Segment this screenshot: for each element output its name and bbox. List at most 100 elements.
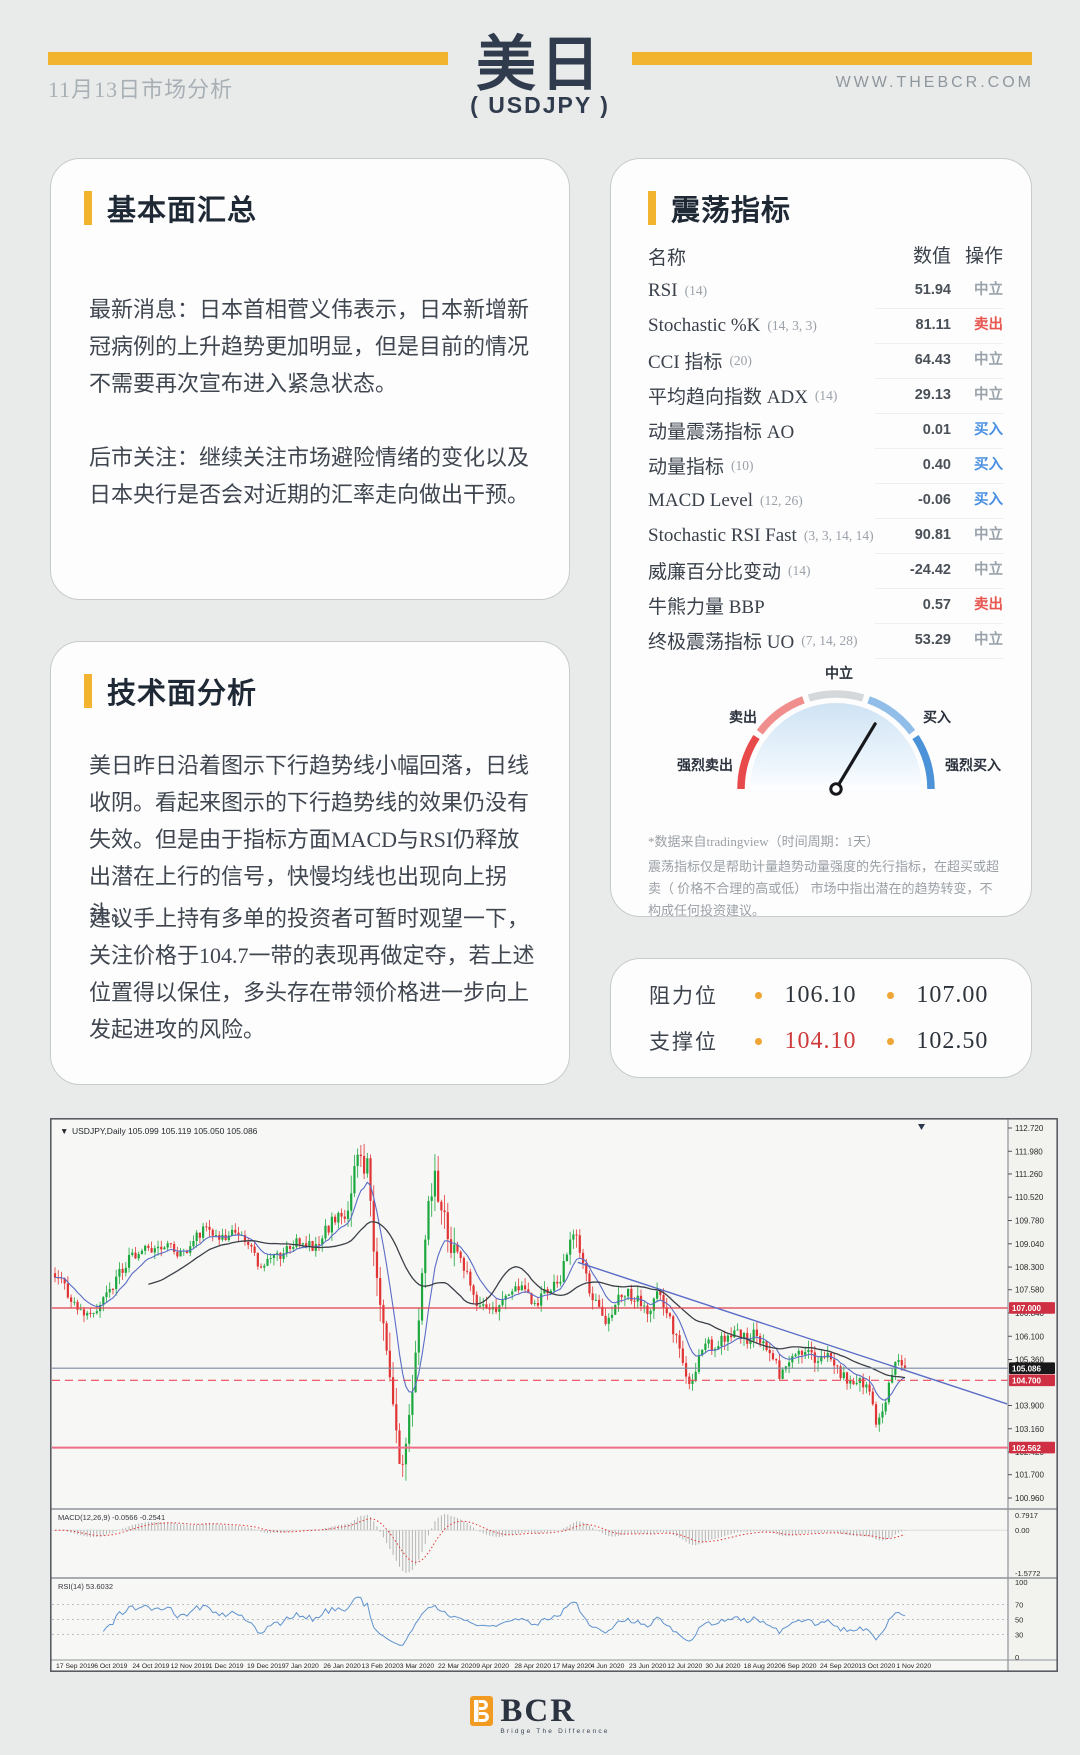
- heading-accent-bar: [84, 674, 92, 708]
- indicator-table: 名称 数值 操作 RSI (14) 51.94 中立 Stochastic %K (14, 3,…: [648, 239, 1003, 659]
- candle-body: [678, 1335, 681, 1349]
- indicator-row: 终极震荡指标 UO (7, 14, 28) 53.29 中立: [648, 623, 1003, 659]
- technical-analysis-card: 技术面分析 美日昨日沿着图示下行趋势线小幅回落，日线收阴。看起来图示的下行趋势线…: [50, 641, 570, 1085]
- candle-body: [862, 1378, 865, 1388]
- candle-body: [697, 1355, 701, 1372]
- candle-body: [369, 1158, 372, 1201]
- indicator-params: (14, 3, 3): [767, 317, 817, 333]
- candle-body: [655, 1291, 659, 1299]
- candle-body: [391, 1377, 395, 1405]
- candle-body: [710, 1339, 713, 1351]
- axis-tick-label: 108.300: [1015, 1263, 1044, 1272]
- candle-body: [382, 1304, 385, 1324]
- gauge-segment: [756, 696, 805, 735]
- indicator-row: 牛熊力量 BBP 0.57 卖出: [648, 588, 1003, 624]
- candle-body: [292, 1247, 295, 1249]
- axis-tick-label: 105.360: [1015, 1356, 1044, 1365]
- candle-body: [594, 1299, 598, 1301]
- axis-tick-label: 101.700: [1015, 1471, 1044, 1480]
- candle-body: [488, 1308, 491, 1310]
- candle-body: [672, 1316, 675, 1335]
- candle-body: [749, 1340, 752, 1344]
- candle-body: [723, 1335, 726, 1342]
- candle-body: [839, 1366, 842, 1379]
- axis-tick-label: 111.980: [1015, 1147, 1043, 1156]
- website-link[interactable]: WWW.THEBCR.COM: [835, 74, 1034, 91]
- candle-body: [842, 1372, 845, 1379]
- indicator-action: 中立: [951, 623, 1003, 659]
- levels-card: 阻力位 106.10 107.00 支撑位 104.10 102.50: [610, 958, 1032, 1078]
- candle-body: [237, 1232, 240, 1236]
- candle-body: [604, 1315, 607, 1324]
- date-label: 19 Dec 2019: [247, 1663, 286, 1670]
- candle-body: [247, 1241, 250, 1245]
- candle-body: [198, 1232, 201, 1238]
- candle-body: [813, 1352, 816, 1363]
- date-label: 1 Dec 2019: [209, 1663, 244, 1670]
- indicator-params: (20): [729, 352, 752, 368]
- candle-body: [404, 1443, 408, 1465]
- axis-tick-label: 106.100: [1015, 1332, 1044, 1341]
- candle-body: [804, 1352, 807, 1355]
- candle-body: [340, 1212, 343, 1217]
- axis-tick-label: 103.160: [1015, 1425, 1044, 1434]
- gauge-dome: [750, 703, 922, 789]
- candle-body: [259, 1266, 263, 1268]
- candle-body: [820, 1356, 823, 1362]
- candle-body: [755, 1329, 758, 1337]
- indicator-params: (14): [788, 562, 811, 578]
- technical-heading: 技术面分析: [107, 678, 258, 710]
- indicator-table-header: 名称 数值 操作: [648, 246, 1003, 269]
- gauge-dial: [737, 690, 935, 796]
- candlestick-chart[interactable]: 112.720 111.980 111.260 110.520 109.780 109.0…: [50, 1118, 1059, 1673]
- candle-body: [121, 1268, 124, 1273]
- bullet-icon: [755, 991, 762, 999]
- candle-body: [375, 1251, 379, 1279]
- candle-body: [401, 1463, 404, 1465]
- axis-tick-label: 100.960: [1015, 1494, 1044, 1503]
- candle-body: [337, 1212, 340, 1223]
- candle-body: [540, 1293, 543, 1306]
- indicator-value: 0.40: [875, 448, 951, 484]
- candle-body: [440, 1201, 443, 1211]
- candle-body: [102, 1297, 105, 1305]
- oscillator-indicators-card: 震荡指标 名称 数值 操作 RSI (14) 51.94 中立 Stochastic %K (1…: [610, 158, 1032, 918]
- candle-body: [556, 1281, 559, 1284]
- gauge-segment: [867, 696, 916, 735]
- candle-body: [704, 1343, 707, 1350]
- candle-body: [881, 1411, 884, 1418]
- candle-body: [256, 1252, 259, 1267]
- candle-body: [95, 1311, 98, 1314]
- candle-body: [160, 1246, 163, 1250]
- disclaimer-note: 震荡指标仅是帮助计量趋势动量强度的先行指标，在超买或超卖（ 价格不合理的高或低）…: [648, 859, 1000, 918]
- candle-body: [266, 1258, 269, 1266]
- indicator-name: 动量震荡指标 AO: [648, 422, 795, 443]
- date-label: 12 Jul 2020: [667, 1663, 702, 1670]
- date-label: 13 Oct 2020: [858, 1663, 895, 1670]
- bullet-icon: [755, 1037, 762, 1045]
- candle-body: [730, 1335, 733, 1338]
- indicator-name: 终极震荡指标 UO: [648, 632, 795, 653]
- candle-body: [585, 1263, 588, 1274]
- candle-body: [424, 1239, 427, 1274]
- date-label: 24 Oct 2019: [132, 1663, 169, 1670]
- indicator-params: (14): [684, 282, 708, 298]
- candle-body: [865, 1384, 868, 1388]
- date-label: 6 Sep 2020: [782, 1663, 817, 1670]
- candle-body: [359, 1154, 362, 1157]
- candle-body: [536, 1303, 540, 1306]
- price-label: 104.700: [1012, 1377, 1041, 1386]
- resistance-row: 阻力位 106.10 107.00: [649, 977, 1011, 1013]
- candle-body: [575, 1234, 578, 1236]
- candle-body: [733, 1330, 736, 1338]
- candle-body: [462, 1257, 466, 1271]
- candle-body: [504, 1295, 507, 1300]
- candle-body: [385, 1323, 388, 1351]
- support-label: 支撑位: [649, 1030, 718, 1054]
- candle-body: [591, 1293, 594, 1301]
- candle-body: [617, 1294, 620, 1305]
- sentiment-gauge: 中立 卖出 买入 强烈卖出 强烈买入: [659, 601, 1019, 801]
- candle-body: [379, 1278, 382, 1305]
- candle-body: [208, 1226, 211, 1230]
- candle-body: [639, 1295, 643, 1307]
